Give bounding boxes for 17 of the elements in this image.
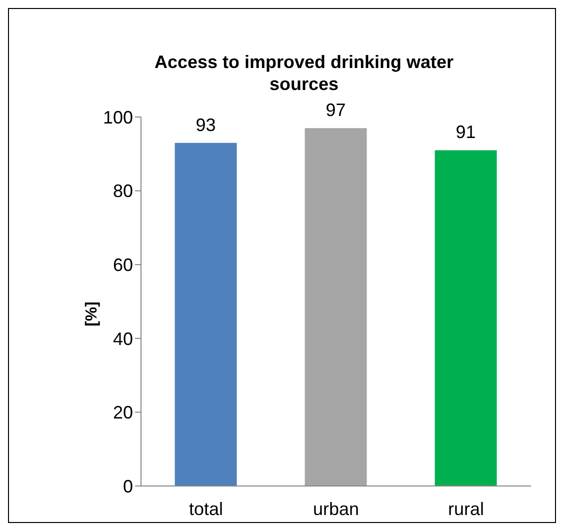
bar (304, 128, 367, 486)
x-tick-label: total (188, 498, 224, 519)
bar (434, 150, 497, 486)
y-tick-label: 20 (112, 402, 133, 423)
y-tick-label: 0 (122, 476, 133, 496)
x-tick-label: rural (448, 498, 484, 519)
data-label: 97 (326, 100, 346, 120)
y-tick-label: 100 (102, 107, 133, 128)
data-label: 91 (456, 122, 476, 142)
y-tick-label: 40 (112, 328, 133, 349)
data-label: 93 (196, 114, 216, 135)
bar (174, 142, 237, 486)
y-tick-label: 60 (112, 254, 133, 275)
y-tick-label: 80 (112, 181, 133, 202)
y-axis-title: [%] (84, 302, 101, 326)
chart-title: Access to improved drinking water sources (153, 51, 455, 95)
x-tick-label: urban (312, 498, 360, 519)
